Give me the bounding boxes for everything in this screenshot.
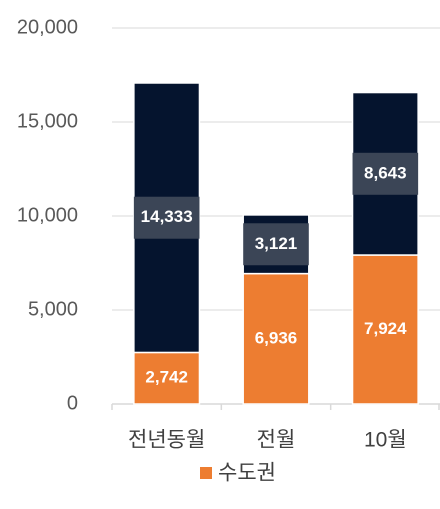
value-label: 14,333	[141, 207, 193, 226]
x-tick-label: 전년동월	[128, 429, 205, 452]
x-tick-label: 10월	[364, 429, 407, 452]
x-tick-label: 전월	[257, 429, 296, 452]
value-label: 8,643	[364, 163, 407, 182]
legend-label: 수도권	[218, 462, 276, 485]
legend-swatch	[200, 467, 212, 479]
bar-segment	[351, 254, 419, 405]
value-label-bg	[133, 196, 200, 239]
value-label-bg	[243, 223, 309, 266]
value-label: 3,121	[255, 234, 298, 253]
value-label: 7,924	[364, 319, 407, 338]
value-label: 6,936	[255, 328, 298, 347]
y-tick-label: 20,000	[17, 16, 78, 38]
y-tick-label: 0	[67, 392, 78, 414]
value-label: 2,742	[145, 368, 188, 387]
y-tick-label: 5,000	[28, 298, 78, 320]
value-label-bg	[352, 152, 419, 195]
y-tick-label: 15,000	[17, 110, 78, 132]
y-tick-label: 10,000	[17, 204, 78, 226]
